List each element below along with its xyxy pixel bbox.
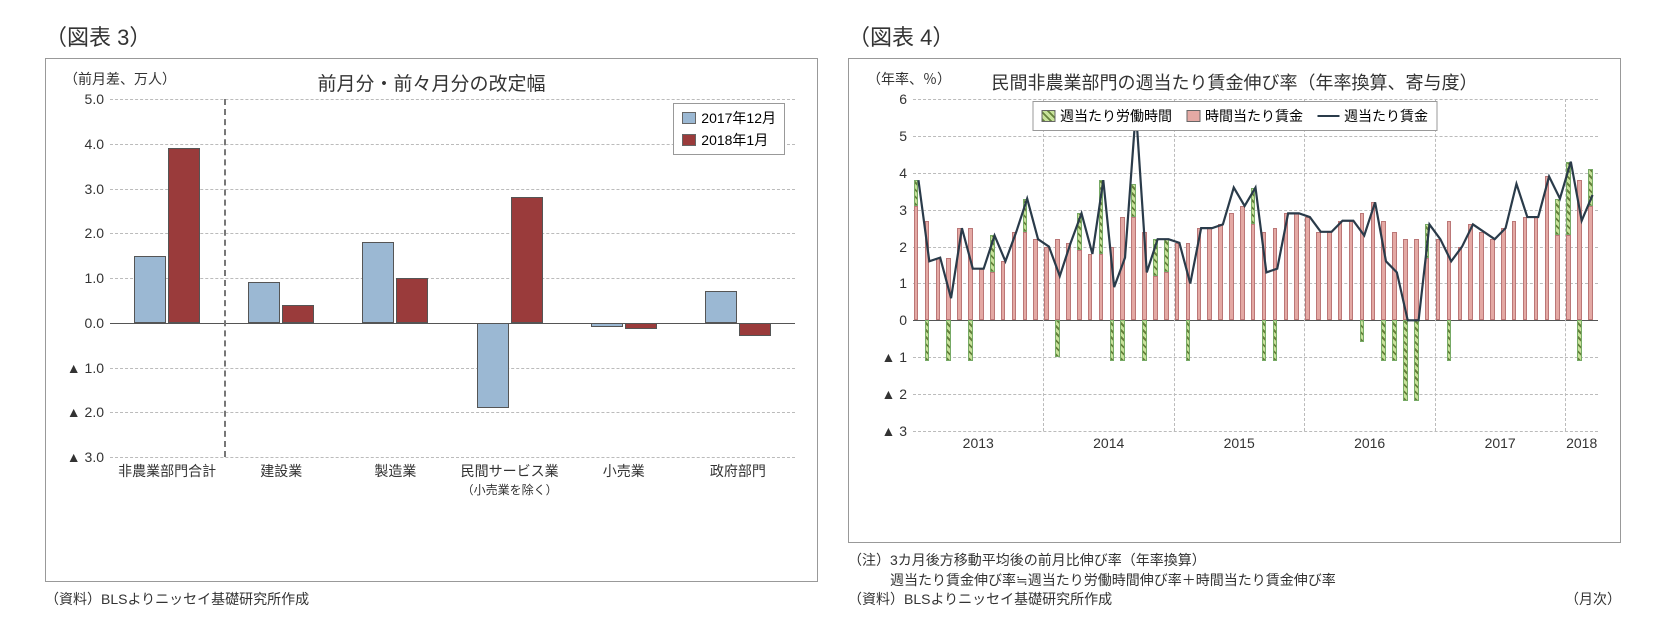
y-tick-label: 6 [899,91,913,107]
y-tick-label: 0 [899,312,913,328]
chart-3-source: （資料）BLSよりニッセイ基礎研究所作成 [45,590,818,610]
legend-item: 2018年1月 [682,130,776,150]
bar [511,197,543,322]
legend-label: 週当たり労働時間 [1060,106,1172,126]
figure-label-4: （図表 4） [848,20,1621,52]
bar [248,282,280,322]
legend-swatch [682,112,696,124]
chart-4-legend: 週当たり労働時間 時間当たり賃金 週当たり賃金 [1032,101,1437,131]
chart-4-container: （年率、％） 民間非農業部門の週当たり賃金伸び率（年率換算、寄与度） 週当たり労… [848,58,1621,543]
legend-label: 週当たり賃金 [1344,106,1428,126]
legend-item: 2017年12月 [682,108,776,128]
bar [168,148,200,323]
bar [396,278,428,323]
chart-4-note-line: 週当たり賃金伸び率≒週当たり労働時間伸び率＋時間当たり賃金伸び率 [848,571,1621,591]
legend-item: 時間当たり賃金 [1186,106,1303,126]
legend-swatch [682,134,696,146]
bar [591,323,623,327]
legend-swatch [1186,110,1200,122]
chart-3-legend: 2017年12月 2018年1月 [673,103,785,155]
y-tick-label: ▲ 1.0 [67,360,110,376]
y-tick-label: 3 [899,202,913,218]
x-tick-label: 政府部門 [710,457,766,481]
y-tick-label: ▲ 2 [881,386,913,402]
figure-label-3: （図表 3） [45,20,818,52]
chart-3-container: （前月差、万人） 前月分・前々月分の改定幅 2017年12月 2018年1月 5… [45,58,818,582]
x-year-label: 2015 [1224,431,1255,451]
legend-swatch [1041,110,1055,122]
y-tick-label: ▲ 3 [881,423,913,439]
chart-3-y-unit: （前月差、万人） [64,69,176,89]
y-tick-label: 3.0 [85,181,110,197]
y-tick-label: 4 [899,165,913,181]
chart-4-y-unit: （年率、％） [867,69,951,89]
x-year-label: 2017 [1485,431,1516,451]
right-panel: （図表 4） （年率、％） 民間非農業部門の週当たり賃金伸び率（年率換算、寄与度… [833,20,1636,610]
bar [134,256,166,323]
x-tick-label: 民間サービス業（小売業を除く） [461,457,559,498]
group-separator [224,99,226,457]
y-tick-label: 1.0 [85,270,110,286]
y-tick-label: 5 [899,128,913,144]
y-tick-label: 4.0 [85,136,110,152]
legend-label: 2017年12月 [701,108,776,128]
y-tick-label: 2.0 [85,225,110,241]
y-tick-label: ▲ 2.0 [67,404,110,420]
x-tick-label: 小売業 [603,457,645,481]
x-year-label: 2018 [1566,431,1597,451]
x-year-label: 2016 [1354,431,1385,451]
left-panel: （図表 3） （前月差、万人） 前月分・前々月分の改定幅 2017年12月 20… [30,20,833,610]
chart-4-notes: （注）3カ月後方移動平均後の前月比伸び率（年率換算） 週当たり賃金伸び率≒週当た… [848,551,1621,610]
legend-label: 時間当たり賃金 [1205,106,1303,126]
bar [477,323,509,408]
total-line [913,99,1598,431]
legend-item: 週当たり賃金 [1317,106,1428,126]
x-tick-label: 製造業 [374,457,416,481]
bar [362,242,394,323]
legend-swatch-line [1317,115,1339,117]
chart-4-note-line: （資料）BLSよりニッセイ基礎研究所作成 （月次） [848,590,1621,610]
bar [705,291,737,322]
legend-item: 週当たり労働時間 [1041,106,1172,126]
x-tick-label: 建設業 [260,457,302,481]
legend-label: 2018年1月 [701,130,768,150]
y-tick-label: 5.0 [85,91,110,107]
chart-4-xaxis-note: （月次） [1565,590,1621,610]
y-tick-label: ▲ 1 [881,349,913,365]
bar [739,323,771,336]
y-tick-label: 1 [899,275,913,291]
y-tick-label: 2 [899,239,913,255]
bar [625,323,657,330]
y-tick-label: ▲ 3.0 [67,449,110,465]
x-tick-label: 非農業部門合計 [118,457,216,481]
y-tick-label: 0.0 [85,315,110,331]
chart-4-title: 民間非農業部門の週当たり賃金伸び率（年率換算、寄与度） [861,69,1608,95]
x-year-label: 2013 [963,431,994,451]
bar [282,305,314,323]
chart-4-note-line: （注）3カ月後方移動平均後の前月比伸び率（年率換算） [848,551,1621,571]
chart-4-plot: 6543210▲ 1▲ 2▲ 3201320142015201620172018 [913,99,1598,431]
x-year-label: 2014 [1093,431,1124,451]
